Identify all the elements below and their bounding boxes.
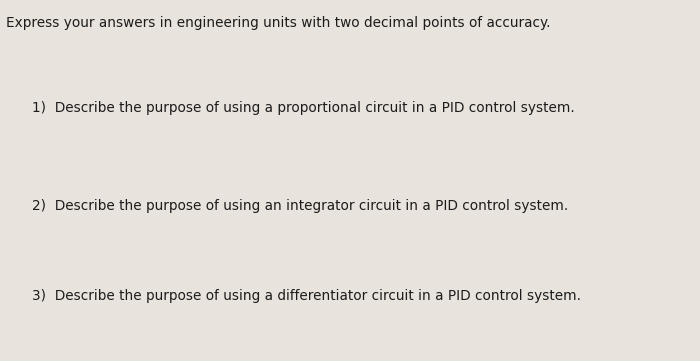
Text: 1)  Describe the purpose of using a proportional circuit in a PID control system: 1) Describe the purpose of using a propo… [32, 101, 574, 115]
Text: Express your answers in engineering units with two decimal points of accuracy.: Express your answers in engineering unit… [6, 16, 550, 30]
Text: 3)  Describe the purpose of using a differentiator circuit in a PID control syst: 3) Describe the purpose of using a diffe… [32, 289, 580, 303]
Text: 2)  Describe the purpose of using an integrator circuit in a PID control system.: 2) Describe the purpose of using an inte… [32, 199, 568, 213]
